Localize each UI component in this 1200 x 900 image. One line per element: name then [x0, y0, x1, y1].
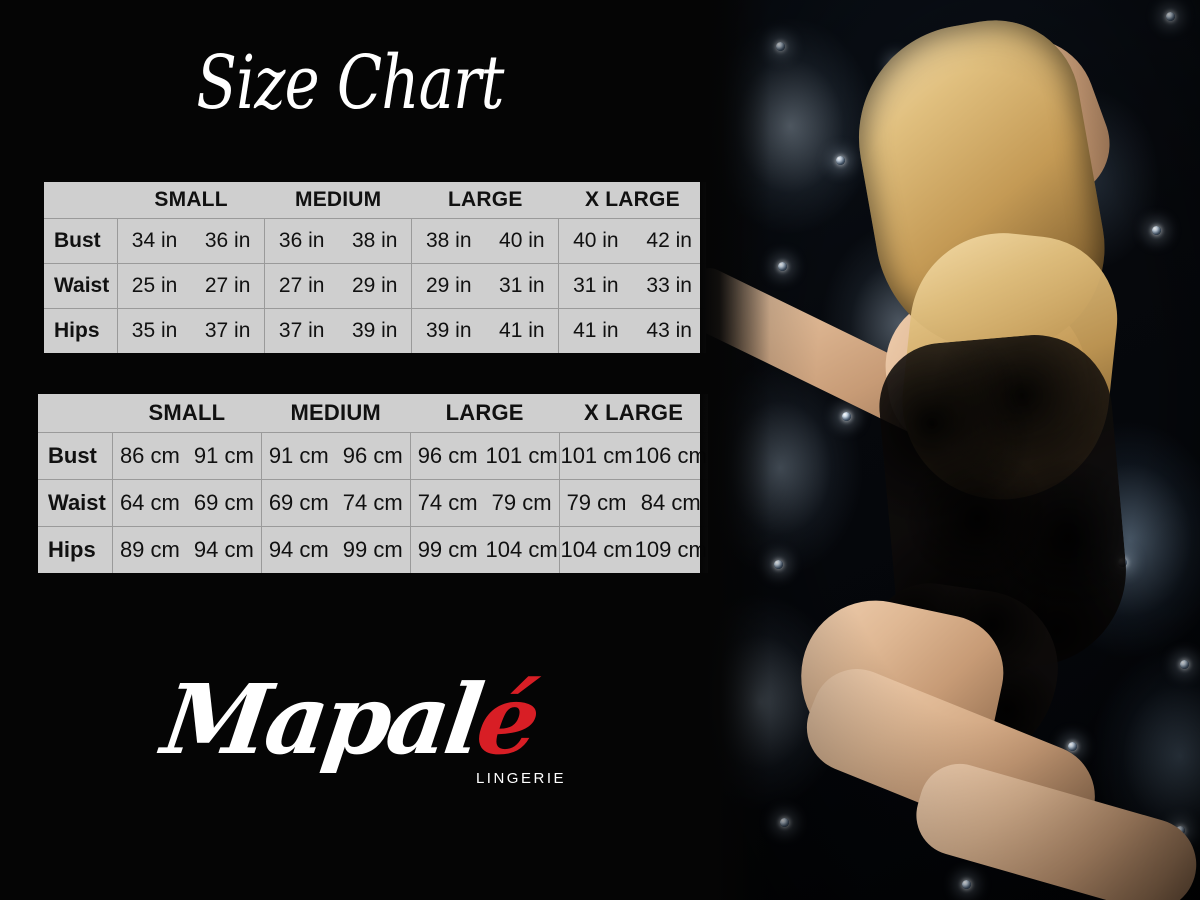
header-large: LARGE — [410, 394, 560, 433]
row-label-bust: Bust — [44, 218, 119, 264]
table-row: Hips 35 in 37 in 37 in 39 in 39 in 41 in… — [44, 308, 706, 353]
cell-hips-xlarge-min: 104 cm — [559, 526, 634, 573]
header-small: SMALL — [112, 394, 262, 433]
table-row: Bust 86 cm 91 cm 91 cm 96 cm 96 cm 101 c… — [38, 432, 708, 480]
cell-waist-medium-max: 74 cm — [335, 479, 411, 527]
cell-waist-xlarge-min: 79 cm — [559, 479, 634, 527]
cell-waist-large-min: 74 cm — [410, 479, 485, 527]
cell-bust-xlarge-max: 42 in — [632, 218, 706, 264]
header-small: SMALL — [117, 182, 265, 219]
cell-bust-medium-min: 91 cm — [261, 432, 336, 480]
cell-waist-small-min: 25 in — [117, 263, 192, 309]
cell-waist-medium-min: 27 in — [264, 263, 339, 309]
cell-waist-xlarge-max: 33 in — [632, 263, 706, 309]
model-photo — [700, 0, 1200, 900]
table-row: Waist 25 in 27 in 27 in 29 in 29 in 31 i… — [44, 263, 706, 309]
table-header-row: SMALL MEDIUM LARGE X LARGE — [38, 394, 708, 433]
cell-bust-large-min: 38 in — [411, 218, 486, 264]
row-label-waist: Waist — [44, 263, 119, 309]
cell-bust-small-max: 91 cm — [186, 432, 262, 480]
cell-hips-small-max: 37 in — [191, 308, 266, 353]
cell-hips-medium-min: 94 cm — [261, 526, 336, 573]
brand-logo: Mapalé LINGERIE — [0, 663, 700, 787]
row-label-hips: Hips — [38, 526, 113, 573]
cell-hips-large-min: 99 cm — [410, 526, 485, 573]
table-header-row: SMALL MEDIUM LARGE X LARGE — [44, 182, 706, 219]
cell-bust-large-max: 101 cm — [484, 432, 560, 480]
cell-waist-large-max: 31 in — [485, 263, 560, 309]
model-figure — [700, 0, 1200, 900]
cell-hips-xlarge-min: 41 in — [558, 308, 633, 353]
header-row-label — [44, 182, 118, 219]
cell-hips-medium-max: 99 cm — [335, 526, 411, 573]
cell-hips-large-max: 104 cm — [484, 526, 560, 573]
logo-brand-main: Mapal — [156, 663, 487, 776]
cell-bust-small-max: 36 in — [191, 218, 266, 264]
cell-hips-small-min: 35 in — [117, 308, 192, 353]
cell-bust-xlarge-max: 106 cm — [633, 432, 708, 480]
header-large: LARGE — [411, 182, 559, 219]
page-title: Size Chart — [196, 40, 504, 126]
cell-hips-xlarge-max: 109 cm — [633, 526, 708, 573]
cell-bust-large-max: 40 in — [485, 218, 560, 264]
cell-waist-medium-min: 69 cm — [261, 479, 336, 527]
row-label-bust: Bust — [38, 432, 113, 480]
cell-bust-small-min: 34 in — [117, 218, 192, 264]
cell-waist-medium-max: 29 in — [338, 263, 413, 309]
cell-hips-medium-min: 37 in — [264, 308, 339, 353]
logo-tagline: LINGERIE — [475, 770, 566, 787]
header-xlarge: X LARGE — [558, 182, 706, 219]
cell-hips-xlarge-max: 43 in — [632, 308, 706, 353]
cell-hips-large-max: 41 in — [485, 308, 560, 353]
cell-waist-small-min: 64 cm — [112, 479, 187, 527]
table-row: Hips 89 cm 94 cm 94 cm 99 cm 99 cm 104 c… — [38, 526, 708, 573]
cell-waist-small-max: 27 in — [191, 263, 266, 309]
cell-waist-xlarge-min: 31 in — [558, 263, 633, 309]
cell-waist-large-min: 29 in — [411, 263, 486, 309]
size-table-inches: SMALL MEDIUM LARGE X LARGE Bust 34 in 36… — [44, 182, 706, 353]
cell-bust-medium-max: 96 cm — [335, 432, 411, 480]
cell-hips-medium-max: 39 in — [338, 308, 413, 353]
header-medium: MEDIUM — [261, 394, 411, 433]
cell-bust-xlarge-min: 101 cm — [559, 432, 634, 480]
cell-bust-large-min: 96 cm — [410, 432, 485, 480]
cell-hips-small-min: 89 cm — [112, 526, 187, 573]
logo-wordmark: Mapalé — [156, 663, 543, 776]
cell-bust-medium-max: 38 in — [338, 218, 413, 264]
cell-waist-small-max: 69 cm — [186, 479, 262, 527]
table-row: Waist 64 cm 69 cm 69 cm 74 cm 74 cm 79 c… — [38, 479, 708, 527]
header-row-label — [38, 394, 113, 433]
row-label-waist: Waist — [38, 479, 113, 527]
cell-bust-xlarge-min: 40 in — [558, 218, 633, 264]
header-medium: MEDIUM — [264, 182, 412, 219]
header-xlarge: X LARGE — [559, 394, 708, 433]
cell-waist-xlarge-max: 84 cm — [633, 479, 708, 527]
row-label-hips: Hips — [44, 308, 119, 353]
cell-bust-medium-min: 36 in — [264, 218, 339, 264]
size-table-centimeters: SMALL MEDIUM LARGE X LARGE Bust 86 cm 91… — [38, 394, 708, 573]
table-row: Bust 34 in 36 in 36 in 38 in 38 in 40 in… — [44, 218, 706, 264]
cell-bust-small-min: 86 cm — [112, 432, 187, 480]
cell-hips-small-max: 94 cm — [186, 526, 262, 573]
cell-waist-large-max: 79 cm — [484, 479, 560, 527]
cell-hips-large-min: 39 in — [411, 308, 486, 353]
